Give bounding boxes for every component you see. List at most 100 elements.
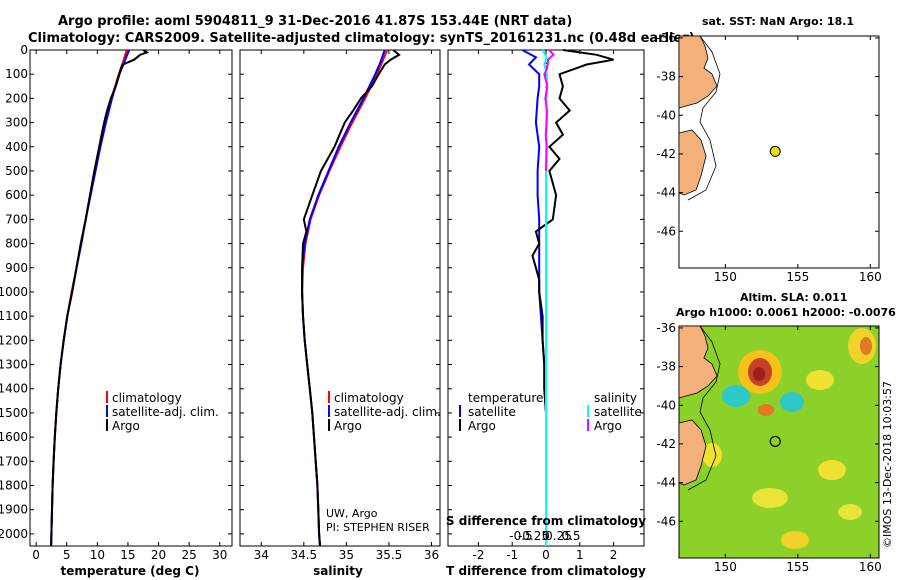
salinity-profile-lines: [301, 49, 401, 547]
depth-tick-label: 800: [5, 237, 28, 251]
sla-high-blob: [838, 504, 862, 520]
depth-tick-label: 2000: [0, 527, 28, 541]
map-y-tick-label: -44: [656, 186, 676, 200]
map-x-tick-label: 155: [786, 560, 809, 574]
salinity-legend: climatology satellite-adj. clim. Argo: [328, 391, 441, 433]
map-x-tick-label: 155: [786, 270, 809, 284]
x-tick-label: 15: [120, 548, 135, 562]
depth-axis-labels: 0 100 200 300 400 500 600 700 800 900 1000 1100 1200…: [0, 43, 28, 541]
depth-tick-label: 300: [5, 116, 28, 130]
depth-tick-label: 1500: [0, 406, 28, 420]
sst-map-ticks: 150 155 160 -36 -38 -40 -42 -44 -46: [656, 31, 881, 284]
credit-line1: UW, Argo: [326, 507, 378, 520]
depth-tick-label: 700: [5, 212, 28, 226]
s-tick-label: -0.25: [518, 529, 549, 543]
credit-line2: PI: STEPHEN RISER: [326, 521, 430, 534]
depth-tick-label: 600: [5, 188, 28, 202]
profile-line-salinity-satellite: [541, 49, 549, 546]
depth-tick-label: 1400: [0, 382, 28, 396]
sst-map: sat. SST: NaN Argo: 18.1 150 155 160 -36 -38…: [656, 15, 881, 284]
x-tick-label: 0: [32, 548, 40, 562]
map-x-tick-label: 150: [714, 270, 737, 284]
x-tick-label: 34: [254, 548, 269, 562]
sla-map-float-marker: [769, 435, 781, 448]
x-tick-label: 35.5: [376, 548, 403, 562]
imos-watermark: ©IMOS 13-Dec-2018 10:03:57: [881, 381, 894, 548]
temperature-axis-ticks: 0 5 10 15 20 25 30: [30, 49, 232, 562]
legend-argo-label: Argo: [112, 419, 140, 433]
sla-map-tasmania: [678, 419, 707, 486]
sla-map-ticks: 150 155 160 -36 -38 -40 -42 -44 -46: [656, 321, 881, 574]
map-y-tick-label: -46: [656, 224, 676, 238]
sla-map-shelf-contour: [687, 325, 721, 491]
map-y-tick-label: -38: [656, 360, 676, 374]
sla-map: Altim. SLA: 0.011 Argo h1000: 0.0061 h20…: [656, 291, 896, 574]
temperature-axis-label: temperature (deg C): [61, 564, 200, 578]
sla-low-blob: [780, 392, 804, 412]
sla-map-mainland: [678, 325, 718, 399]
s-tick-label: -0.5: [509, 529, 532, 543]
sla-high-blob: [781, 531, 809, 549]
t-difference-axis-label: T difference from climatology: [446, 564, 646, 578]
sla-high-core: [758, 404, 774, 416]
map-y-tick-label: -38: [656, 70, 676, 84]
sst-map-shelf-contour: [687, 35, 721, 201]
map-y-tick-label: -44: [656, 476, 676, 490]
x-tick-label: 30: [212, 548, 227, 562]
legend-t-argo-label: Argo: [468, 419, 496, 433]
salinity-axis-ticks: 34 34.5 35 35.5 36: [240, 49, 440, 562]
figure-title-line1: Argo profile: aoml 5904811_9 31-Dec-2016…: [58, 14, 572, 29]
map-y-tick-label: -40: [656, 398, 676, 412]
x-tick-label: 35: [339, 548, 354, 562]
difference-axis-ticks: -2 -1 0 1 2: [448, 49, 644, 562]
depth-tick-label: 1100: [0, 309, 28, 323]
salinity-axis-label: salinity: [313, 564, 363, 578]
legend-salinity-heading: salinity: [594, 391, 637, 405]
x-tick-label: 1: [576, 548, 584, 562]
profile-line-salinity-argo: [543, 49, 555, 172]
depth-tick-label: 1000: [0, 285, 28, 299]
sst-map-title: sat. SST: NaN Argo: 18.1: [702, 15, 854, 28]
depth-tick-label: 1900: [0, 503, 28, 517]
depth-tick-label: 900: [5, 261, 28, 275]
map-y-tick-label: -46: [656, 514, 676, 528]
temperature-plot-frame: [29, 49, 233, 547]
temperature-legend: climatology satellite-adj. clim. Argo: [106, 391, 219, 433]
map-y-tick-label: -36: [656, 321, 676, 335]
x-tick-label: 0: [542, 548, 550, 562]
legend-satellite-label: satellite-adj. clim.: [334, 405, 441, 419]
s-difference-axis-label: S difference from climatology: [446, 514, 646, 528]
s-tick-label: 0.25: [545, 529, 572, 543]
map-x-tick-label: 160: [859, 270, 882, 284]
sla-high-blob: [806, 370, 834, 390]
sla-high-center: [753, 367, 765, 381]
depth-tick-label: 0: [20, 43, 28, 57]
x-tick-label: 34.5: [290, 548, 317, 562]
sla-map-title-line1: Altim. SLA: 0.011: [740, 291, 847, 304]
salinity-panel: 34 34.5 35 35.5 36 climatology satellite-adj…: [239, 49, 441, 578]
depth-tick-label: 400: [5, 140, 28, 154]
map-x-tick-label: 150: [714, 560, 737, 574]
x-tick-label: 2: [610, 548, 618, 562]
salinity-plot-frame: [239, 49, 441, 547]
s-tick-label: 0: [542, 529, 550, 543]
legend-temperature-heading: temperature: [468, 391, 543, 405]
legend-climatology-label: climatology: [112, 391, 182, 405]
depth-tick-label: 1700: [0, 454, 28, 468]
x-tick-label: 5: [63, 548, 71, 562]
map-y-tick-label: -36: [656, 31, 676, 45]
sst-map-mainland: [678, 35, 718, 109]
x-tick-label: -1: [506, 548, 518, 562]
difference-profile-lines: [521, 49, 614, 546]
x-tick-label: 36: [424, 548, 439, 562]
legend-s-argo-label: Argo: [594, 419, 622, 433]
map-x-tick-label: 160: [859, 560, 882, 574]
depth-tick-label: 200: [5, 91, 28, 105]
sla-high-core: [860, 337, 872, 355]
depth-tick-label: 1200: [0, 333, 28, 347]
profile-line-argo: [50, 49, 150, 547]
temperature-profile-lines: [50, 49, 150, 547]
difference-legend: temperature satellite Argo salinity sate…: [459, 391, 642, 433]
temperature-panel: 0 5 10 15 20 25 30 climatology satellite-adj. …: [29, 49, 233, 578]
